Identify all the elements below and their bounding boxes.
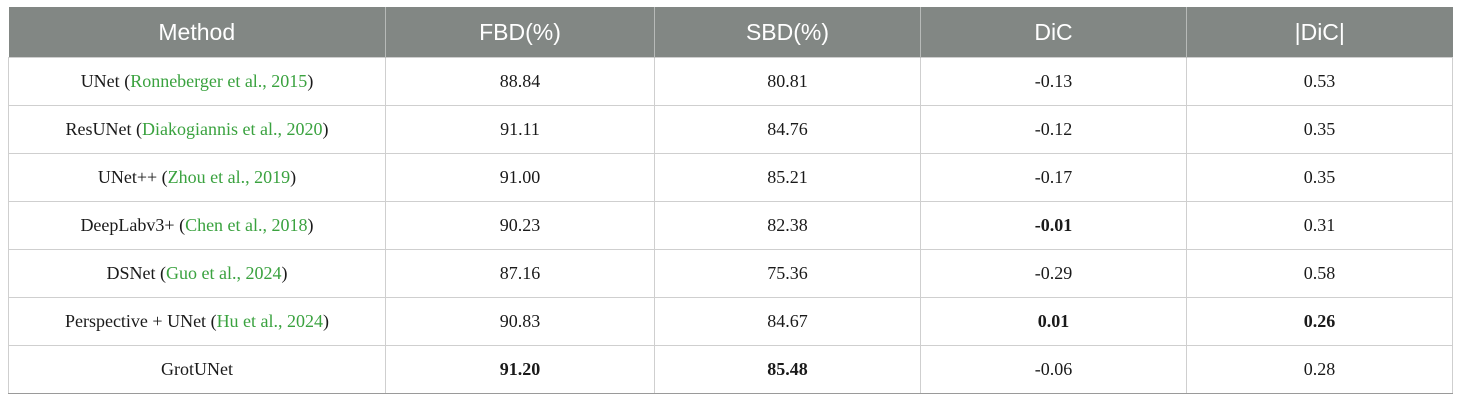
abs-dic-cell: 0.35 (1186, 105, 1453, 154)
table-row: DeepLabv3+ (Chen et al., 2018) 90.23 82.38… (8, 201, 1453, 250)
citation-close-paren: ) (323, 311, 330, 331)
abs-dic-cell: 0.28 (1186, 345, 1453, 394)
citation-close-paren: ) (281, 263, 288, 283)
method-cell: DSNet (Guo et al., 2024) (8, 249, 386, 298)
sbd-cell: 75.36 (654, 249, 921, 298)
citation-open-paren: ( (131, 119, 143, 139)
abs-dic-cell: 0.58 (1186, 249, 1453, 298)
method-cell: GrotUNet (8, 345, 386, 394)
table-row: ResUNet (Diakogiannis et al., 2020) 91.11… (8, 105, 1453, 154)
fbd-cell: 88.84 (385, 57, 655, 106)
method-cell: ResUNet (Diakogiannis et al., 2020) (8, 105, 386, 154)
citation-open-paren: ( (206, 311, 217, 331)
method-name: GrotUNet (161, 359, 233, 379)
results-table: Method FBD(%) SBD(%) DiC |DiC| UNet (Ron… (8, 7, 1453, 394)
abs-dic-cell: 0.53 (1186, 57, 1453, 106)
citation-link[interactable]: Hu et al., 2024 (216, 311, 324, 331)
abs-dic-cell: 0.31 (1186, 201, 1453, 250)
sbd-cell: 84.67 (654, 297, 921, 346)
method-name: DeepLabv3+ (80, 215, 175, 235)
method-name: UNet (80, 71, 120, 91)
method-name: UNet++ (97, 167, 158, 187)
results-table-wrapper: Method FBD(%) SBD(%) DiC |DiC| UNet (Ron… (8, 7, 1453, 394)
dic-cell: -0.13 (920, 57, 1187, 106)
method-cell: UNet (Ronneberger et al., 2015) (8, 57, 386, 106)
fbd-cell: 90.23 (385, 201, 655, 250)
table-row: Perspective + UNet (Hu et al., 2024) 90.8… (8, 297, 1453, 346)
citation-close-paren: ) (307, 215, 314, 235)
fbd-cell: 87.16 (385, 249, 655, 298)
dic-cell: -0.12 (920, 105, 1187, 154)
citation-link[interactable]: Diakogiannis et al., 2020 (142, 119, 323, 139)
fbd-cell: 91.00 (385, 153, 655, 202)
citation-link[interactable]: Ronneberger et al., 2015 (130, 71, 308, 91)
method-cell: DeepLabv3+ (Chen et al., 2018) (8, 201, 386, 250)
method-name: ResUNet (65, 119, 132, 139)
citation-open-paren: ( (155, 263, 166, 283)
citation-open-paren: ( (174, 215, 186, 235)
sbd-cell: 85.48 (654, 345, 921, 394)
citation-link[interactable]: Chen et al., 2018 (185, 215, 308, 235)
method-name: Perspective + UNet (64, 311, 207, 331)
citation-link[interactable]: Zhou et al., 2019 (167, 167, 291, 187)
sbd-cell: 85.21 (654, 153, 921, 202)
citation-open-paren: ( (157, 167, 168, 187)
method-cell: UNet++ (Zhou et al., 2019) (8, 153, 386, 202)
header-fbd: FBD(%) (385, 7, 655, 58)
dic-cell: 0.01 (920, 297, 1187, 346)
dic-cell: -0.29 (920, 249, 1187, 298)
table-row: UNet++ (Zhou et al., 2019) 91.00 85.21 -0.1… (8, 153, 1453, 202)
citation-link[interactable]: Guo et al., 2024 (166, 263, 282, 283)
method-name: DSNet (106, 263, 156, 283)
sbd-cell: 84.76 (654, 105, 921, 154)
header-method: Method (8, 7, 386, 58)
abs-dic-cell: 0.35 (1186, 153, 1453, 202)
sbd-cell: 80.81 (654, 57, 921, 106)
fbd-cell: 91.11 (385, 105, 655, 154)
dic-cell: -0.01 (920, 201, 1187, 250)
fbd-cell: 90.83 (385, 297, 655, 346)
table-row: UNet (Ronneberger et al., 2015) 88.84 80.8… (8, 57, 1453, 106)
header-abs-dic: |DiC| (1186, 7, 1453, 58)
dic-cell: -0.06 (920, 345, 1187, 394)
header-sbd: SBD(%) (654, 7, 921, 58)
citation-close-paren: ) (322, 119, 329, 139)
table-row: DSNet (Guo et al., 2024) 87.16 75.36 -0.29 0… (8, 249, 1453, 298)
abs-dic-cell: 0.26 (1186, 297, 1453, 346)
dic-cell: -0.17 (920, 153, 1187, 202)
citation-open-paren: ( (119, 71, 131, 91)
fbd-cell: 91.20 (385, 345, 655, 394)
sbd-cell: 82.38 (654, 201, 921, 250)
table-row: GrotUNet 91.20 85.48 -0.06 0.28 (8, 345, 1453, 394)
citation-close-paren: ) (290, 167, 297, 187)
citation-close-paren: ) (307, 71, 314, 91)
method-cell: Perspective + UNet (Hu et al., 2024) (8, 297, 386, 346)
header-dic: DiC (920, 7, 1187, 58)
header-row: Method FBD(%) SBD(%) DiC |DiC| (8, 7, 1453, 58)
